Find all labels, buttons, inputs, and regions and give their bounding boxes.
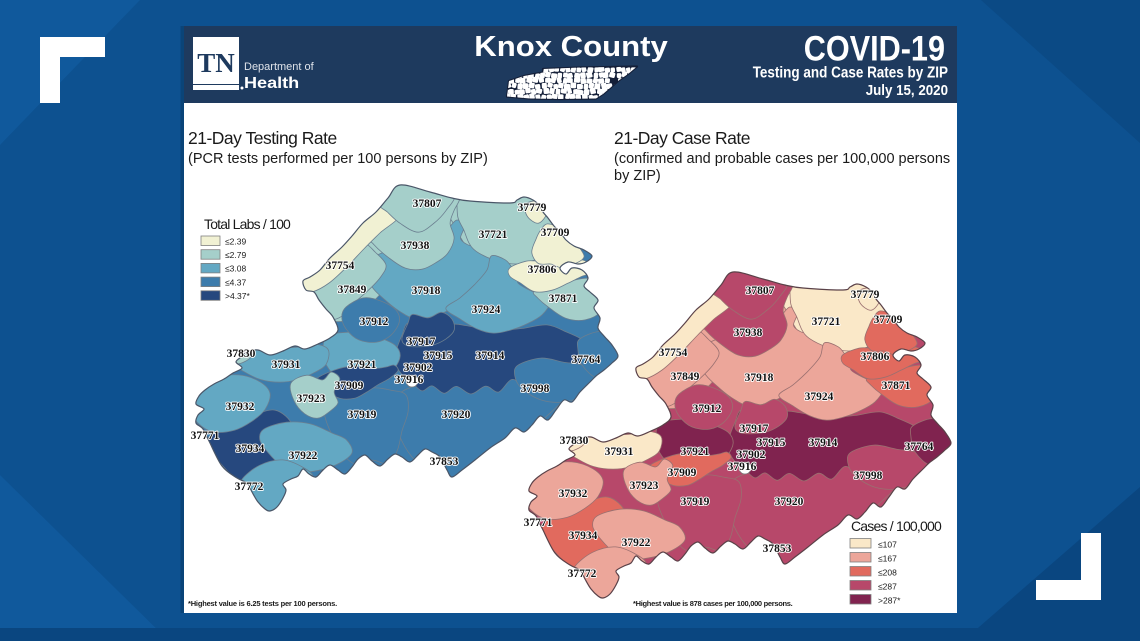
svg-text:37923: 37923	[297, 393, 326, 405]
svg-text:37918: 37918	[745, 372, 774, 384]
svg-text:37779: 37779	[851, 289, 880, 301]
svg-text:>4.37*: >4.37*	[225, 291, 251, 301]
svg-text:37764: 37764	[572, 354, 601, 366]
svg-text:≤4.37: ≤4.37	[225, 277, 246, 287]
svg-text:37807: 37807	[413, 198, 442, 210]
svg-text:37721: 37721	[812, 316, 841, 328]
svg-text:37932: 37932	[226, 401, 255, 413]
svg-text:37871: 37871	[882, 380, 911, 392]
svg-text:37923: 37923	[630, 480, 659, 492]
svg-text:37934: 37934	[236, 443, 265, 455]
svg-text:37921: 37921	[681, 446, 710, 458]
svg-text:37807: 37807	[746, 285, 775, 297]
svg-text:TN: TN	[197, 48, 235, 78]
svg-text:≤2.39: ≤2.39	[225, 236, 246, 246]
svg-text:37919: 37919	[348, 409, 377, 421]
svg-text:37914: 37914	[476, 350, 505, 362]
svg-text:37938: 37938	[734, 327, 763, 339]
svg-text:37934: 37934	[569, 530, 598, 542]
svg-text:Knox County: Knox County	[474, 31, 668, 63]
svg-text:37849: 37849	[338, 284, 367, 296]
svg-text:37919: 37919	[681, 496, 710, 508]
svg-text:37998: 37998	[521, 383, 550, 395]
svg-text:37772: 37772	[235, 481, 264, 493]
svg-text:≤208: ≤208	[878, 568, 897, 578]
svg-text:37871: 37871	[549, 293, 578, 305]
svg-text:37754: 37754	[659, 347, 688, 359]
svg-text:COVID-19: COVID-19	[804, 29, 945, 68]
svg-text:37902: 37902	[737, 449, 766, 461]
svg-text:37922: 37922	[289, 450, 318, 462]
svg-text:37806: 37806	[861, 351, 890, 363]
svg-text:37771: 37771	[191, 430, 220, 442]
svg-text:37938: 37938	[401, 240, 430, 252]
svg-text:37918: 37918	[412, 285, 441, 297]
svg-text:≤2.79: ≤2.79	[225, 250, 246, 260]
svg-text:37916: 37916	[395, 374, 424, 386]
svg-text:37931: 37931	[605, 446, 634, 458]
svg-text:July 15, 2020: July 15, 2020	[866, 81, 949, 98]
svg-text:37771: 37771	[524, 517, 553, 529]
svg-text:37912: 37912	[360, 316, 389, 328]
svg-text:*Highest value is 878 cases pe: *Highest value is 878 cases per 100,000 …	[633, 599, 793, 608]
svg-text:Cases / 100,000: Cases / 100,000	[851, 518, 942, 534]
svg-text:37998: 37998	[854, 470, 883, 482]
svg-text:37912: 37912	[693, 403, 722, 415]
svg-text:37932: 37932	[559, 488, 588, 500]
svg-text:37916: 37916	[728, 461, 757, 473]
svg-text:37924: 37924	[805, 391, 834, 403]
svg-text:37830: 37830	[227, 348, 256, 360]
svg-text:37924: 37924	[472, 304, 501, 316]
svg-text:37915: 37915	[424, 350, 453, 362]
svg-text:37921: 37921	[348, 359, 377, 371]
svg-text:Total Labs / 100: Total Labs / 100	[204, 216, 291, 232]
svg-text:37709: 37709	[874, 314, 903, 326]
svg-text:≤287: ≤287	[878, 582, 897, 592]
svg-text:37920: 37920	[442, 409, 471, 421]
svg-text:37917: 37917	[740, 423, 769, 435]
svg-text:≤3.08: ≤3.08	[225, 264, 246, 274]
svg-text:Testing and Case Rates by ZIP: Testing and Case Rates by ZIP	[753, 65, 949, 82]
svg-text:37709: 37709	[541, 227, 570, 239]
svg-text:37849: 37849	[671, 371, 700, 383]
svg-text:37806: 37806	[528, 264, 557, 276]
svg-text:≤167: ≤167	[878, 554, 897, 564]
svg-text:21-Day Case Rate: 21-Day Case Rate	[614, 128, 750, 148]
svg-text:37853: 37853	[430, 456, 459, 468]
svg-text:21-Day Testing Rate: 21-Day Testing Rate	[188, 128, 337, 148]
svg-text:37917: 37917	[407, 336, 436, 348]
svg-text:37721: 37721	[479, 229, 508, 241]
svg-text:by ZIP): by ZIP)	[614, 168, 661, 184]
svg-text:Department of: Department of	[244, 61, 315, 73]
svg-text:Health: Health	[244, 74, 299, 92]
svg-text:(confirmed and probable cases: (confirmed and probable cases per 100,00…	[614, 151, 950, 167]
svg-text:37922: 37922	[622, 537, 651, 549]
svg-text:37772: 37772	[568, 568, 597, 580]
svg-text:37909: 37909	[668, 467, 697, 479]
svg-text:≤107: ≤107	[878, 540, 897, 550]
svg-text:(PCR tests performed per 100 p: (PCR tests performed per 100 persons by …	[188, 151, 488, 167]
svg-text:37754: 37754	[326, 260, 355, 272]
svg-text:37853: 37853	[763, 543, 792, 555]
svg-text:37914: 37914	[809, 437, 838, 449]
svg-text:37902: 37902	[404, 362, 433, 374]
svg-text:37830: 37830	[560, 435, 589, 447]
svg-text:*Highest value is 6.25 tests p: *Highest value is 6.25 tests per 100 per…	[188, 599, 337, 608]
svg-text:37931: 37931	[272, 359, 301, 371]
svg-text:>287*: >287*	[878, 596, 901, 606]
svg-text:37909: 37909	[335, 380, 364, 392]
svg-text:37764: 37764	[905, 441, 934, 453]
svg-text:37779: 37779	[518, 202, 547, 214]
svg-text:37920: 37920	[775, 496, 804, 508]
svg-text:37915: 37915	[757, 437, 786, 449]
